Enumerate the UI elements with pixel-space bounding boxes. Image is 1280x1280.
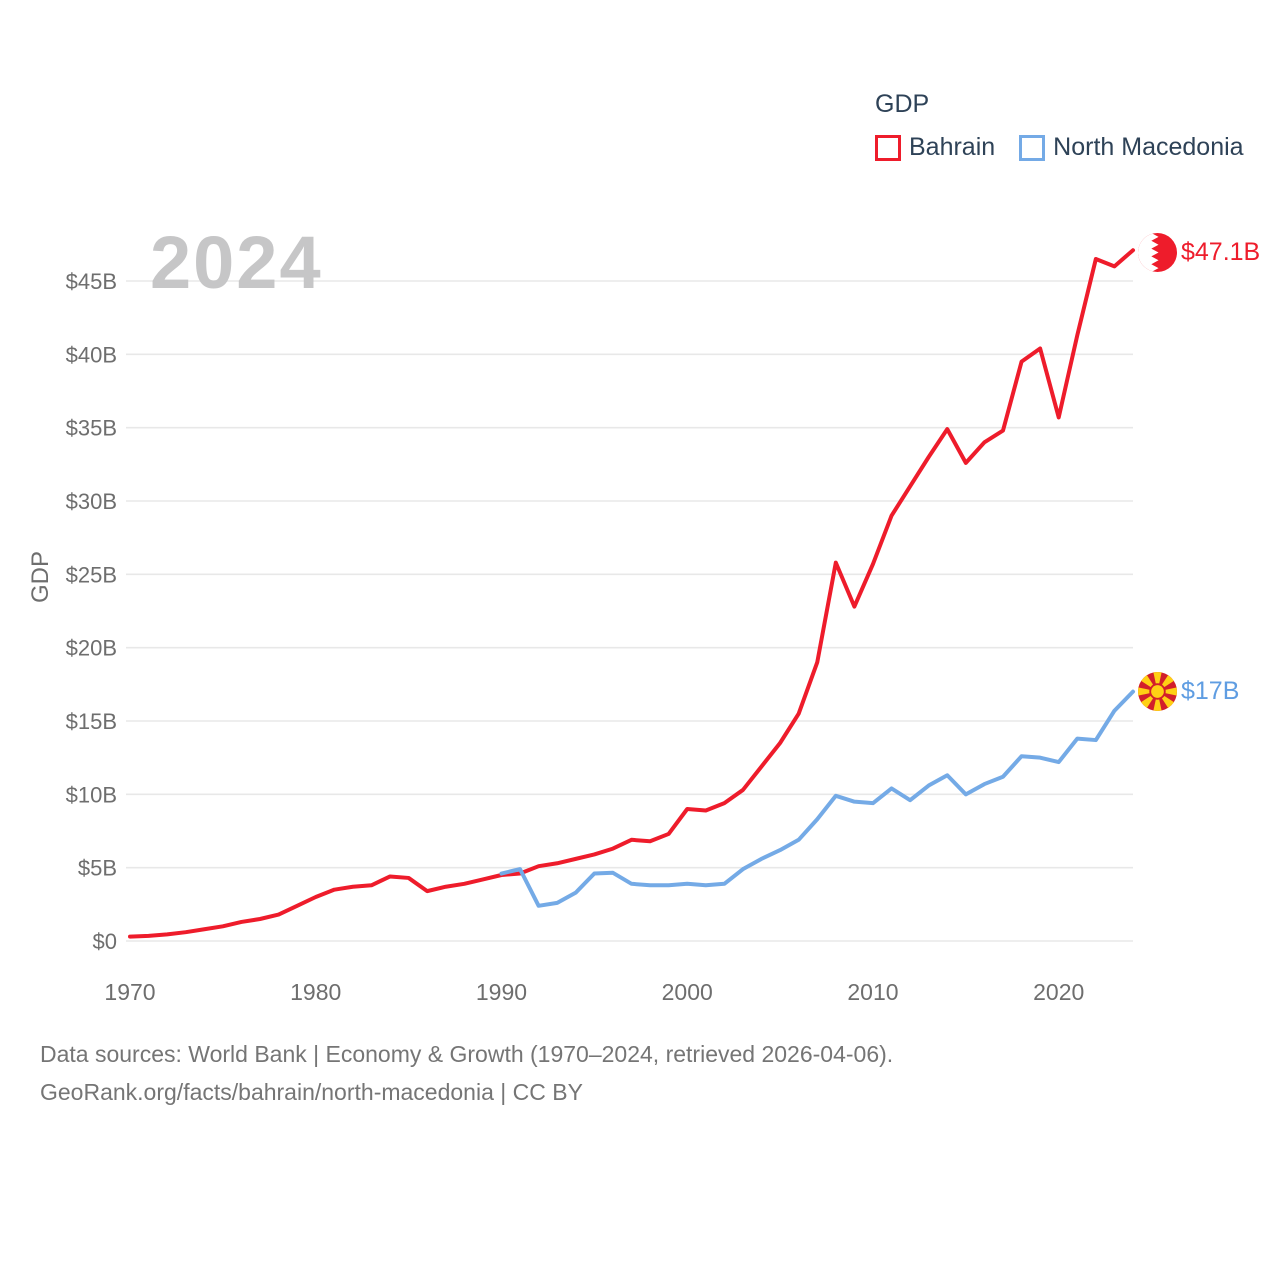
y-tick-label: $25B [66, 562, 117, 587]
y-axis-title: GDP [27, 550, 54, 604]
legend-items: Bahrain North Macedonia [875, 133, 1244, 162]
y-tick-label: $40B [66, 342, 117, 367]
x-tick-label: 1970 [104, 979, 155, 1005]
y-tick-label: $5B [78, 856, 117, 881]
legend-label-north-macedonia: North Macedonia [1053, 133, 1244, 161]
x-tick-label: 2010 [847, 979, 898, 1005]
bahrain-end-value: $47.1B [1181, 238, 1261, 266]
y-tick-label: $20B [66, 636, 117, 661]
legend-item-north-macedonia: North Macedonia [1019, 133, 1244, 162]
legend-label-bahrain: Bahrain [909, 133, 996, 161]
year-watermark: 2024 [150, 221, 323, 304]
series-line-bahrain [128, 248, 1135, 939]
y-tick-label: $35B [66, 416, 117, 441]
x-tick-label: 1980 [290, 979, 341, 1005]
north-macedonia-flag-icon [1138, 672, 1177, 711]
x-tick-label: 2020 [1033, 979, 1084, 1005]
y-tick-label: $15B [66, 709, 117, 734]
y-tick-label: $0 [93, 929, 117, 954]
footer-data-sources: Data sources: World Bank | Economy & Gro… [40, 1041, 894, 1067]
y-tick-label: $10B [66, 782, 117, 807]
series-line-north-macedonia [499, 689, 1135, 908]
legend-title: GDP [875, 90, 930, 118]
footer-attribution: GeoRank.org/facts/bahrain/north-macedoni… [40, 1079, 583, 1105]
north-macedonia-swatch-icon [1019, 134, 1046, 161]
bahrain-swatch-icon [875, 134, 901, 161]
x-tick-label: 1990 [476, 979, 527, 1005]
north-macedonia-end-value: $17B [1181, 677, 1240, 705]
footer: Data sources: World Bank | Economy & Gro… [40, 1035, 893, 1111]
bahrain-flag-icon [1138, 233, 1177, 272]
chart-legend: GDP Bahrain North Macedonia [875, 90, 1244, 162]
y-tick-label: $30B [66, 489, 117, 514]
y-tick-label: $45B [66, 269, 117, 294]
x-tick-label: 2000 [662, 979, 713, 1005]
legend-item-bahrain: Bahrain [875, 133, 995, 162]
